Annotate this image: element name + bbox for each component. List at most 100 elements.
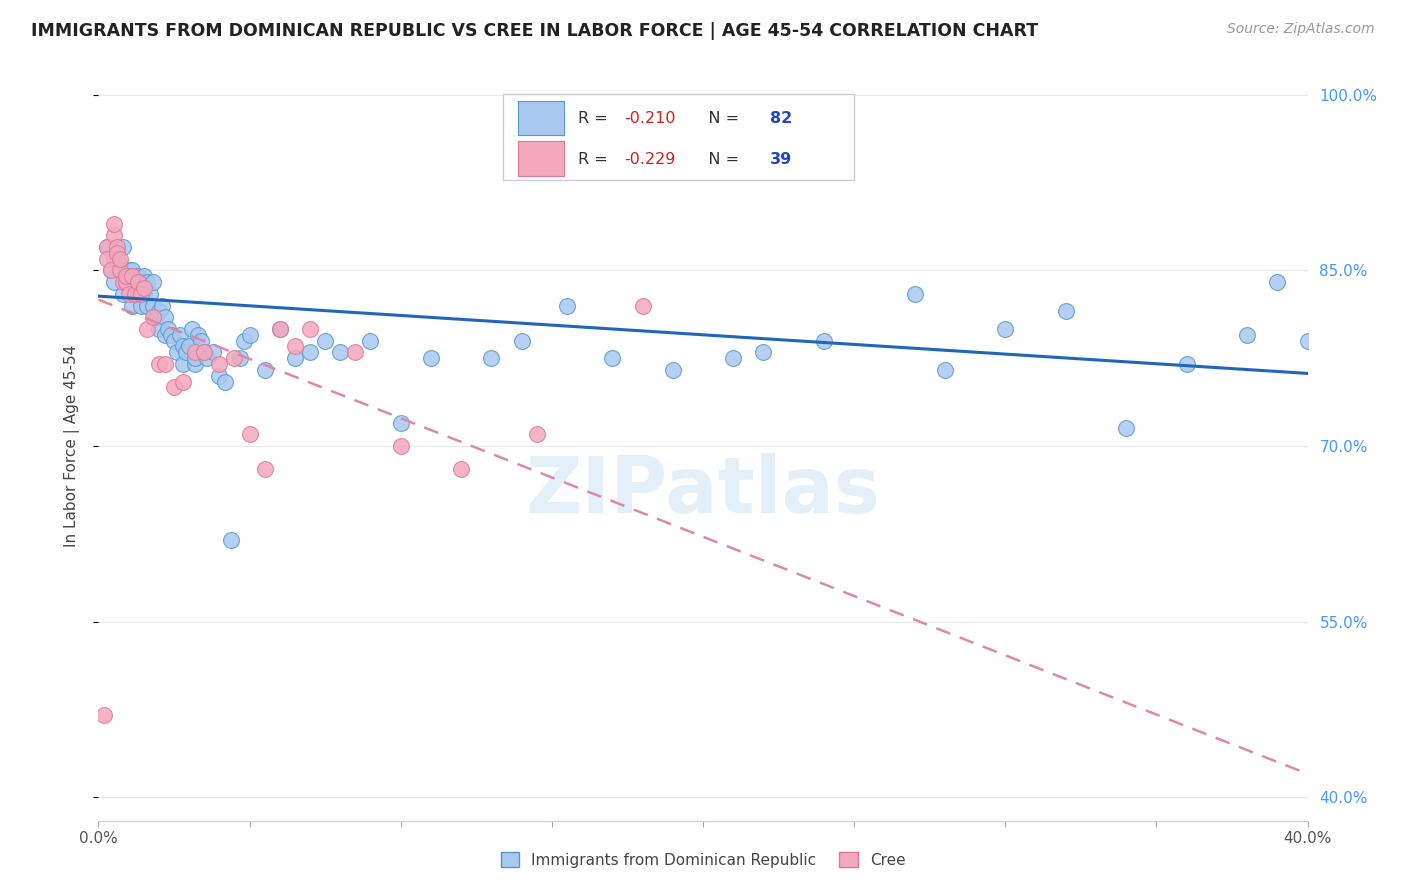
Point: [127, 275, 149, 289]
Point: [526, 427, 548, 442]
Text: N =: N =: [693, 112, 745, 126]
Point: [187, 327, 209, 342]
Point: [169, 327, 191, 342]
Point: [121, 263, 143, 277]
Point: [389, 416, 412, 430]
Point: [148, 357, 170, 371]
Point: [239, 327, 262, 342]
Point: [723, 351, 745, 366]
Point: [195, 351, 218, 366]
Point: [118, 269, 141, 284]
Point: [360, 334, 382, 348]
Point: [124, 286, 146, 301]
Point: [239, 427, 262, 442]
Point: [510, 334, 533, 348]
Point: [139, 286, 162, 301]
Point: [904, 286, 927, 301]
Point: [127, 269, 149, 284]
Point: [269, 322, 291, 336]
Point: [105, 240, 128, 254]
Point: [420, 351, 443, 366]
Point: [481, 351, 503, 366]
Point: [193, 345, 215, 359]
Point: [253, 462, 276, 476]
Point: [1175, 357, 1198, 371]
Point: [121, 269, 143, 284]
Point: [142, 298, 165, 313]
Point: [661, 363, 683, 377]
Point: [111, 240, 134, 254]
Point: [1267, 275, 1289, 289]
Point: [148, 322, 170, 336]
Point: [208, 357, 231, 371]
Text: IMMIGRANTS FROM DOMINICAN REPUBLIC VS CREE IN LABOR FORCE | AGE 45-54 CORRELATIO: IMMIGRANTS FROM DOMINICAN REPUBLIC VS CR…: [31, 22, 1038, 40]
Point: [179, 339, 201, 353]
Point: [202, 345, 225, 359]
Legend: Immigrants from Dominican Republic, Cree: Immigrants from Dominican Republic, Cree: [494, 844, 912, 875]
Point: [208, 368, 231, 383]
Point: [224, 351, 246, 366]
Point: [160, 327, 183, 342]
Point: [299, 345, 322, 359]
Point: [389, 439, 412, 453]
Point: [153, 357, 176, 371]
Text: 82: 82: [769, 112, 792, 126]
Bar: [517, 101, 564, 135]
Point: [172, 339, 194, 353]
Point: [111, 286, 134, 301]
Point: [135, 275, 157, 289]
Point: [100, 263, 122, 277]
Point: [127, 286, 149, 301]
Point: [284, 351, 307, 366]
Point: [142, 275, 165, 289]
Point: [344, 345, 367, 359]
Point: [135, 322, 157, 336]
Point: [193, 345, 215, 359]
Point: [752, 345, 775, 359]
Text: R =: R =: [578, 112, 613, 126]
Point: [329, 345, 352, 359]
Point: [253, 363, 276, 377]
Point: [118, 286, 141, 301]
Point: [105, 252, 128, 266]
Text: -0.229: -0.229: [624, 152, 676, 167]
Point: [108, 258, 131, 272]
Point: [142, 310, 165, 325]
Point: [190, 334, 212, 348]
Point: [232, 334, 254, 348]
Point: [121, 298, 143, 313]
Point: [163, 380, 186, 394]
Point: [269, 322, 291, 336]
Point: [114, 275, 136, 289]
Bar: [503, 94, 855, 180]
Point: [103, 275, 125, 289]
Point: [114, 269, 136, 284]
Point: [184, 357, 207, 371]
Point: [174, 345, 197, 359]
Point: [813, 334, 835, 348]
Bar: [517, 141, 564, 176]
Point: [1236, 327, 1258, 342]
Point: [184, 345, 207, 359]
Point: [150, 298, 173, 313]
Point: [135, 298, 157, 313]
Point: [111, 275, 134, 289]
Point: [172, 375, 194, 389]
Text: R =: R =: [578, 152, 613, 167]
Point: [108, 252, 131, 266]
Point: [118, 263, 141, 277]
Text: N =: N =: [693, 152, 745, 167]
Point: [108, 263, 131, 277]
Point: [132, 269, 155, 284]
Point: [299, 322, 322, 336]
Point: [184, 351, 207, 366]
Point: [124, 275, 146, 289]
Point: [284, 339, 307, 353]
Point: [153, 327, 176, 342]
Point: [314, 334, 336, 348]
Point: [103, 228, 125, 243]
Text: ZIPatlas: ZIPatlas: [526, 453, 880, 529]
Point: [148, 304, 170, 318]
Point: [96, 240, 118, 254]
Point: [124, 286, 146, 301]
